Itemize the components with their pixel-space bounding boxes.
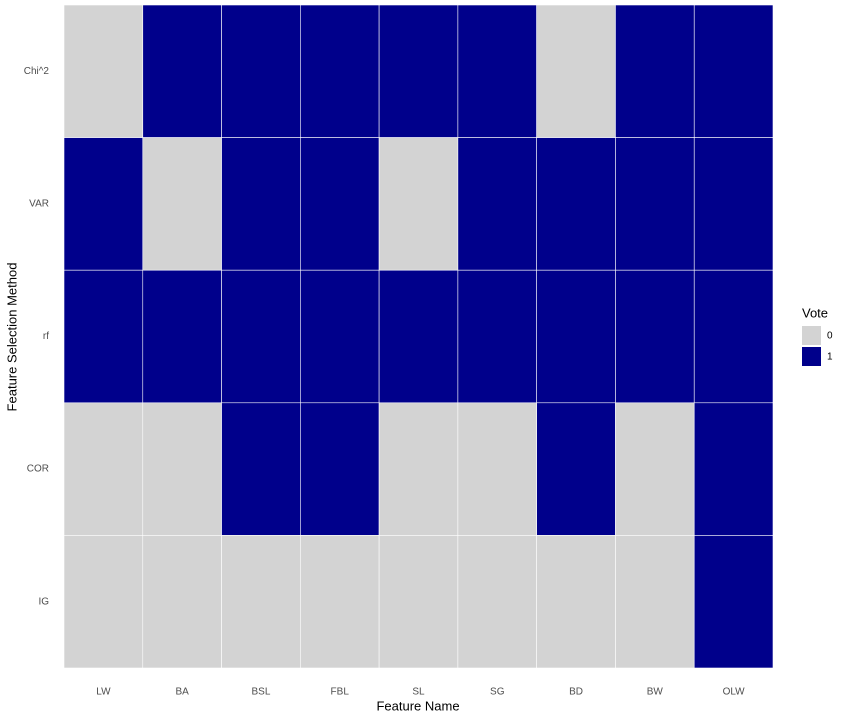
heatmap-cell bbox=[378, 402, 459, 536]
heatmap-cell bbox=[142, 269, 222, 404]
heatmap-cell bbox=[63, 535, 144, 669]
x-tick-label: BW bbox=[647, 687, 664, 698]
x-tick-label: FBL bbox=[331, 687, 350, 698]
heatmap-cell bbox=[300, 402, 380, 536]
x-tick-label: SL bbox=[412, 687, 425, 698]
heatmap-cell bbox=[457, 137, 537, 271]
legend-title: Vote bbox=[802, 305, 828, 320]
heatmap-cell bbox=[615, 535, 695, 669]
heatmap-cell bbox=[457, 4, 537, 138]
heatmap-cell bbox=[457, 402, 537, 536]
y-axis-title: Feature Selection Method bbox=[4, 263, 19, 412]
heatmap-cell bbox=[378, 269, 459, 404]
heatmap-cell bbox=[536, 269, 616, 404]
heatmap-cell bbox=[536, 137, 616, 271]
y-tick-label: Chi^2 bbox=[24, 66, 50, 77]
legend-label: 0 bbox=[827, 331, 833, 342]
x-tick-label: BA bbox=[175, 687, 189, 698]
heatmap-cell bbox=[300, 269, 380, 404]
heatmap-cell bbox=[693, 4, 774, 138]
x-tick-label: SG bbox=[490, 687, 505, 698]
heatmap-cell bbox=[142, 402, 222, 536]
heatmap-cell bbox=[142, 137, 222, 271]
heatmap-cell bbox=[536, 402, 616, 536]
heatmap-cell bbox=[300, 535, 380, 669]
heatmap-cell bbox=[615, 402, 695, 536]
heatmap-cell bbox=[615, 137, 695, 271]
heatmap-cell bbox=[63, 402, 144, 536]
heatmap-cell bbox=[693, 137, 774, 271]
heatmap-cell bbox=[63, 269, 144, 404]
x-tick-label: BD bbox=[569, 687, 583, 698]
x-tick-label: OLW bbox=[723, 687, 746, 698]
heatmap-cell bbox=[693, 402, 774, 536]
y-tick-label: rf bbox=[43, 331, 49, 342]
heatmap-cell bbox=[221, 137, 301, 271]
legend-swatch bbox=[802, 347, 821, 366]
legend-swatch bbox=[802, 326, 821, 345]
heatmap-cell bbox=[300, 4, 380, 138]
heatmap-cell bbox=[615, 4, 695, 138]
heatmap-cell bbox=[378, 137, 459, 271]
heatmap-cell bbox=[142, 4, 222, 138]
heatmap-cell bbox=[63, 4, 144, 138]
y-tick-label: VAR bbox=[29, 199, 49, 210]
heatmap-cell bbox=[300, 137, 380, 271]
heatmap-cell bbox=[536, 4, 616, 138]
heatmap-cell bbox=[378, 535, 459, 669]
heatmap-cell bbox=[378, 4, 459, 138]
heatmap-cell bbox=[693, 269, 774, 404]
x-axis-title: Feature Name bbox=[376, 698, 459, 713]
heatmap-cell bbox=[221, 4, 301, 138]
heatmap-cell bbox=[142, 535, 222, 669]
heatmap-cell bbox=[221, 402, 301, 536]
heatmap-cell bbox=[536, 535, 616, 669]
y-tick-label: COR bbox=[27, 464, 49, 475]
x-tick-label: LW bbox=[96, 687, 111, 698]
heatmap-cell bbox=[221, 535, 301, 669]
x-tick-label: BSL bbox=[251, 687, 270, 698]
y-tick-label: IG bbox=[38, 596, 49, 607]
heatmap-cell bbox=[457, 535, 537, 669]
legend-label: 1 bbox=[827, 352, 833, 363]
heatmap-cell bbox=[693, 535, 774, 669]
heatmap-cell bbox=[457, 269, 537, 404]
heatmap-cell bbox=[615, 269, 695, 404]
heatmap-cell bbox=[63, 137, 144, 271]
heatmap-cell bbox=[221, 269, 301, 404]
